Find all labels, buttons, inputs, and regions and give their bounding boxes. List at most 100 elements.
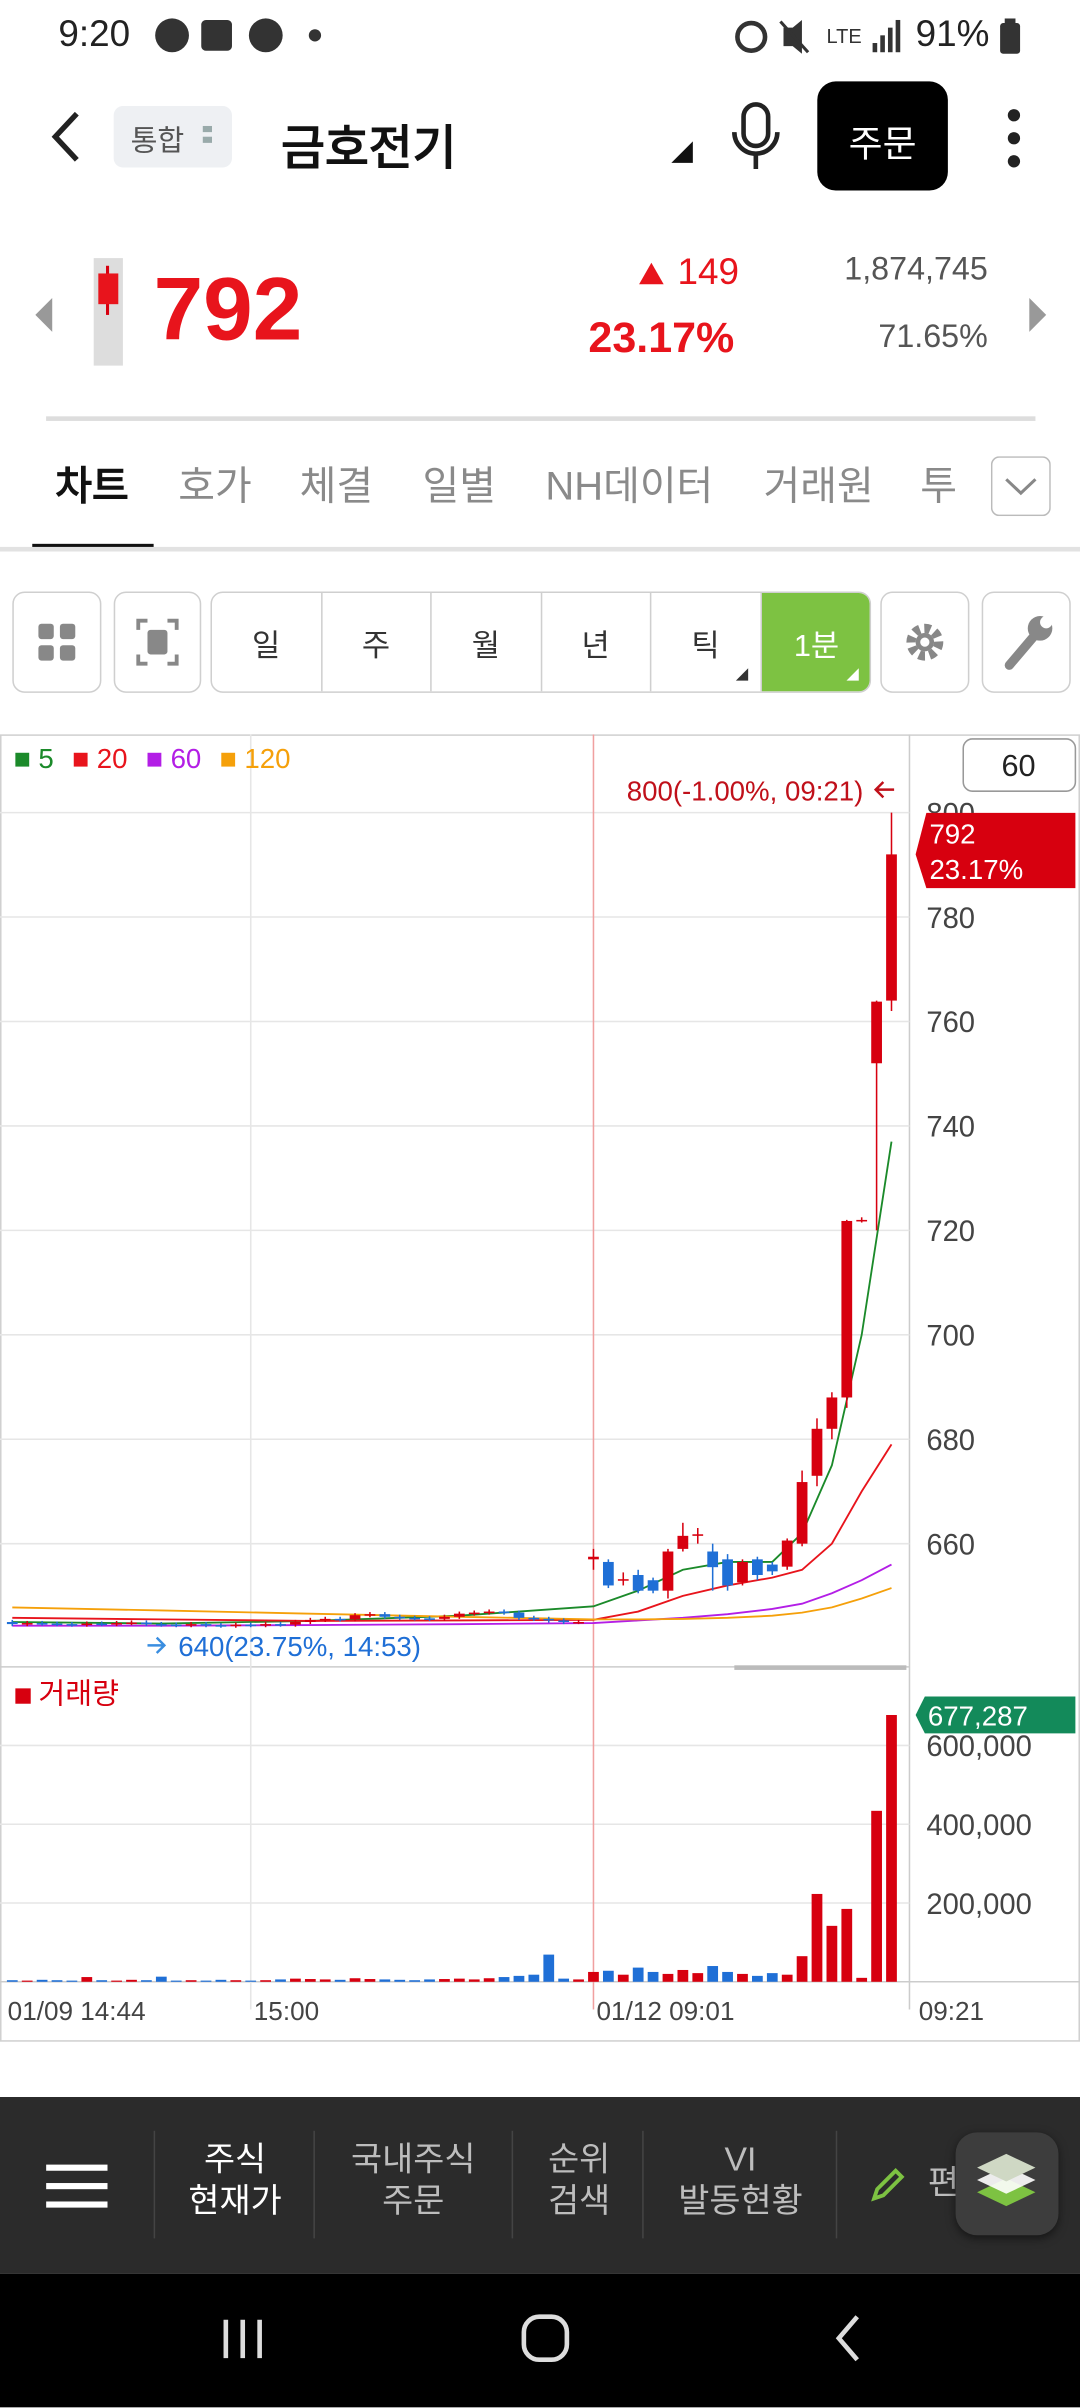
volume-bar xyxy=(766,1973,778,1982)
volume-bar xyxy=(96,1980,108,1982)
legend-swatch xyxy=(73,752,88,767)
volume-bar xyxy=(483,1978,495,1982)
volume-bar xyxy=(513,1975,525,1982)
status-indicators: LTE xyxy=(735,19,901,54)
capture-button[interactable] xyxy=(113,591,202,693)
annotation-arrow xyxy=(147,1636,167,1654)
back-button[interactable] xyxy=(46,108,86,166)
volume-bar xyxy=(632,1967,644,1982)
candle-body xyxy=(826,1397,838,1429)
prev-stock[interactable] xyxy=(31,295,59,335)
volume-bar xyxy=(275,1979,286,1982)
annotation-arrow xyxy=(873,781,895,799)
candle-body xyxy=(334,1618,346,1621)
volume-bar xyxy=(826,1925,838,1982)
candle-body xyxy=(230,1624,242,1627)
volume-bar xyxy=(155,1976,167,1982)
name-dropdown[interactable] xyxy=(668,138,696,166)
volume-bar xyxy=(6,1980,18,1982)
candle-body xyxy=(379,1614,391,1617)
nav-item[interactable]: VI 발동현황 xyxy=(647,2138,834,2221)
volume-bar xyxy=(781,1974,793,1982)
period-button[interactable]: 일 xyxy=(212,593,322,692)
volume-bar xyxy=(319,1979,331,1982)
tab[interactable]: 거래원 xyxy=(763,462,874,509)
period-button[interactable]: 년 xyxy=(542,593,652,692)
volume-bar xyxy=(707,1966,719,1982)
candle-body xyxy=(752,1559,763,1576)
moving-average-line xyxy=(12,1443,893,1622)
volume-tag xyxy=(915,1696,1076,1734)
tab[interactable]: 투자 xyxy=(920,462,957,509)
menu-button[interactable] xyxy=(46,2162,108,2211)
period-value: 60 xyxy=(1001,748,1035,783)
volume-bar xyxy=(722,1971,733,1982)
candle-body xyxy=(185,1624,197,1626)
moving-average-line xyxy=(12,1141,893,1625)
up-arrow xyxy=(639,262,664,285)
y-tick-label: 200,000 xyxy=(926,1889,1031,1921)
volume-bar xyxy=(51,1980,63,1982)
svg-text:LTE: LTE xyxy=(827,26,862,48)
nav-label: 현재가 xyxy=(188,2181,282,2220)
layers-button[interactable] xyxy=(955,2132,1059,2236)
volume-bar xyxy=(453,1978,465,1982)
candle-body xyxy=(543,1618,555,1621)
candle-body xyxy=(81,1623,93,1626)
legend-label: 120 xyxy=(244,743,290,774)
y-tick-label: 660 xyxy=(926,1529,975,1561)
candle-body xyxy=(841,1220,853,1398)
tab[interactable]: 차트 xyxy=(55,462,129,509)
tab[interactable]: 호가 xyxy=(178,462,252,509)
candle-body xyxy=(36,1623,48,1625)
candle-body xyxy=(781,1540,793,1567)
period-button[interactable]: 월 xyxy=(432,593,542,692)
volume-bar xyxy=(543,1954,555,1982)
tab[interactable]: 일별 xyxy=(422,462,496,509)
layout-button[interactable] xyxy=(12,591,102,693)
status-icons xyxy=(155,18,322,53)
minute-corner xyxy=(846,668,859,681)
nav-item[interactable]: 주식 현재가 xyxy=(158,2138,312,2221)
volume-bar xyxy=(21,1980,33,1982)
settings-button[interactable] xyxy=(880,591,970,693)
volume-bar xyxy=(81,1977,93,1982)
period-button-active[interactable]: 1분 xyxy=(761,593,870,692)
price-tag-change: 23.17% xyxy=(929,854,1023,885)
candle-body xyxy=(871,1001,882,1064)
tab[interactable]: NH데이터 xyxy=(545,462,714,509)
mic-button[interactable] xyxy=(728,101,783,172)
volume-bar xyxy=(260,1980,271,1982)
stock-name[interactable]: 금호전기 xyxy=(281,121,457,176)
candle-body xyxy=(394,1616,406,1619)
candle-body xyxy=(275,1624,286,1626)
battery-icon xyxy=(1000,18,1021,54)
volume-bar xyxy=(379,1979,391,1982)
annotation: 800(-1.00%, 09:21) xyxy=(627,775,864,806)
legend-swatch xyxy=(15,752,30,767)
price-change: 149 xyxy=(677,251,740,294)
period-button[interactable]: 틱 xyxy=(651,593,762,692)
order-button[interactable]: 주문 xyxy=(817,81,948,191)
more-menu[interactable] xyxy=(1002,108,1027,169)
nav-item[interactable]: 순위 검색 xyxy=(516,2138,642,2221)
tab[interactable]: 체결 xyxy=(299,462,374,509)
y-tick-label: 720 xyxy=(926,1216,975,1248)
scope-selector[interactable]: 통합 xyxy=(113,106,232,168)
x-tick-label: 01/12 09:01 xyxy=(597,1996,735,2026)
nav-item[interactable]: 국내주식 주문 xyxy=(318,2138,508,2221)
tabs-expand[interactable] xyxy=(990,456,1051,517)
scope-label: 통합 xyxy=(130,125,185,159)
volume-bar xyxy=(841,1908,853,1982)
candle-body xyxy=(126,1622,137,1625)
tools-button[interactable] xyxy=(981,591,1071,693)
next-stock[interactable] xyxy=(1023,295,1051,335)
candle-body xyxy=(856,1219,868,1222)
y-tick-label: 400,000 xyxy=(926,1810,1031,1842)
order-button-label: 주문 xyxy=(848,124,917,166)
y-tick-label: 700 xyxy=(926,1321,975,1353)
period-button[interactable]: 주 xyxy=(322,593,432,692)
candle-body xyxy=(409,1617,421,1620)
volume-bar xyxy=(886,1714,897,1982)
volume-bar xyxy=(215,1979,227,1982)
